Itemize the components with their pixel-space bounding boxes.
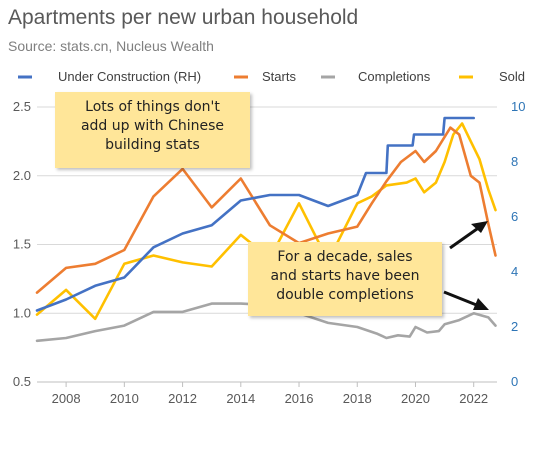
series-line-completions (35, 302, 497, 343)
annotation-note-1-line: building stats (105, 137, 200, 153)
y2-tick-label: 8 (511, 154, 518, 169)
y-tick-label: 1.5 (13, 237, 31, 252)
annotation-note-2-line: For a decade, sales (277, 249, 413, 265)
series-line-starts (35, 126, 497, 294)
annotation-arrowhead (473, 298, 489, 310)
annotation-note-1: Lots of things don't add up with Chinese… (55, 92, 250, 168)
y-tick-label: 1.0 (13, 305, 31, 320)
x-tick-label: 2014 (226, 391, 255, 406)
y-tick-label: 2.5 (13, 99, 31, 114)
x-tick-label: 2016 (285, 391, 314, 406)
annotation-arrowhead (471, 221, 488, 233)
annotation-note-2-line: double completions (276, 287, 414, 303)
x-tick-label: 2020 (401, 391, 430, 406)
x-tick-label: 2022 (459, 391, 488, 406)
y2-tick-label: 10 (511, 99, 525, 114)
series-line-sold (35, 122, 497, 321)
y2-tick-label: 6 (511, 209, 518, 224)
chart-title: Apartments per new urban household (8, 6, 359, 29)
legend-label: Starts (262, 69, 296, 84)
y2-tick-label: 2 (511, 319, 518, 334)
annotation-note-1-line: Lots of things don't (85, 99, 220, 115)
annotation-note-1-line: add up with Chinese (80, 118, 225, 134)
y2-tick-label: 0 (511, 374, 518, 389)
x-tick-label: 2018 (343, 391, 372, 406)
x-tick-label: 2012 (168, 391, 197, 406)
y-tick-label: 2.0 (13, 168, 31, 183)
x-tick-label: 2010 (110, 391, 139, 406)
legend-label: Under Construction (RH) (58, 69, 201, 84)
y2-tick-label: 4 (511, 264, 518, 279)
annotation-note-2: For a decade, sales and starts have been… (248, 242, 442, 316)
legend-label: Completions (358, 69, 431, 84)
x-tick-label: 2008 (52, 391, 81, 406)
annotation-note-2-line: and starts have been (270, 268, 420, 284)
series-line-under-construction-rh- (35, 116, 475, 312)
y-tick-label: 0.5 (13, 374, 31, 389)
chart-subtitle: Source: stats.cn, Nucleus Wealth (8, 38, 214, 54)
legend-label: Sold (499, 69, 525, 84)
